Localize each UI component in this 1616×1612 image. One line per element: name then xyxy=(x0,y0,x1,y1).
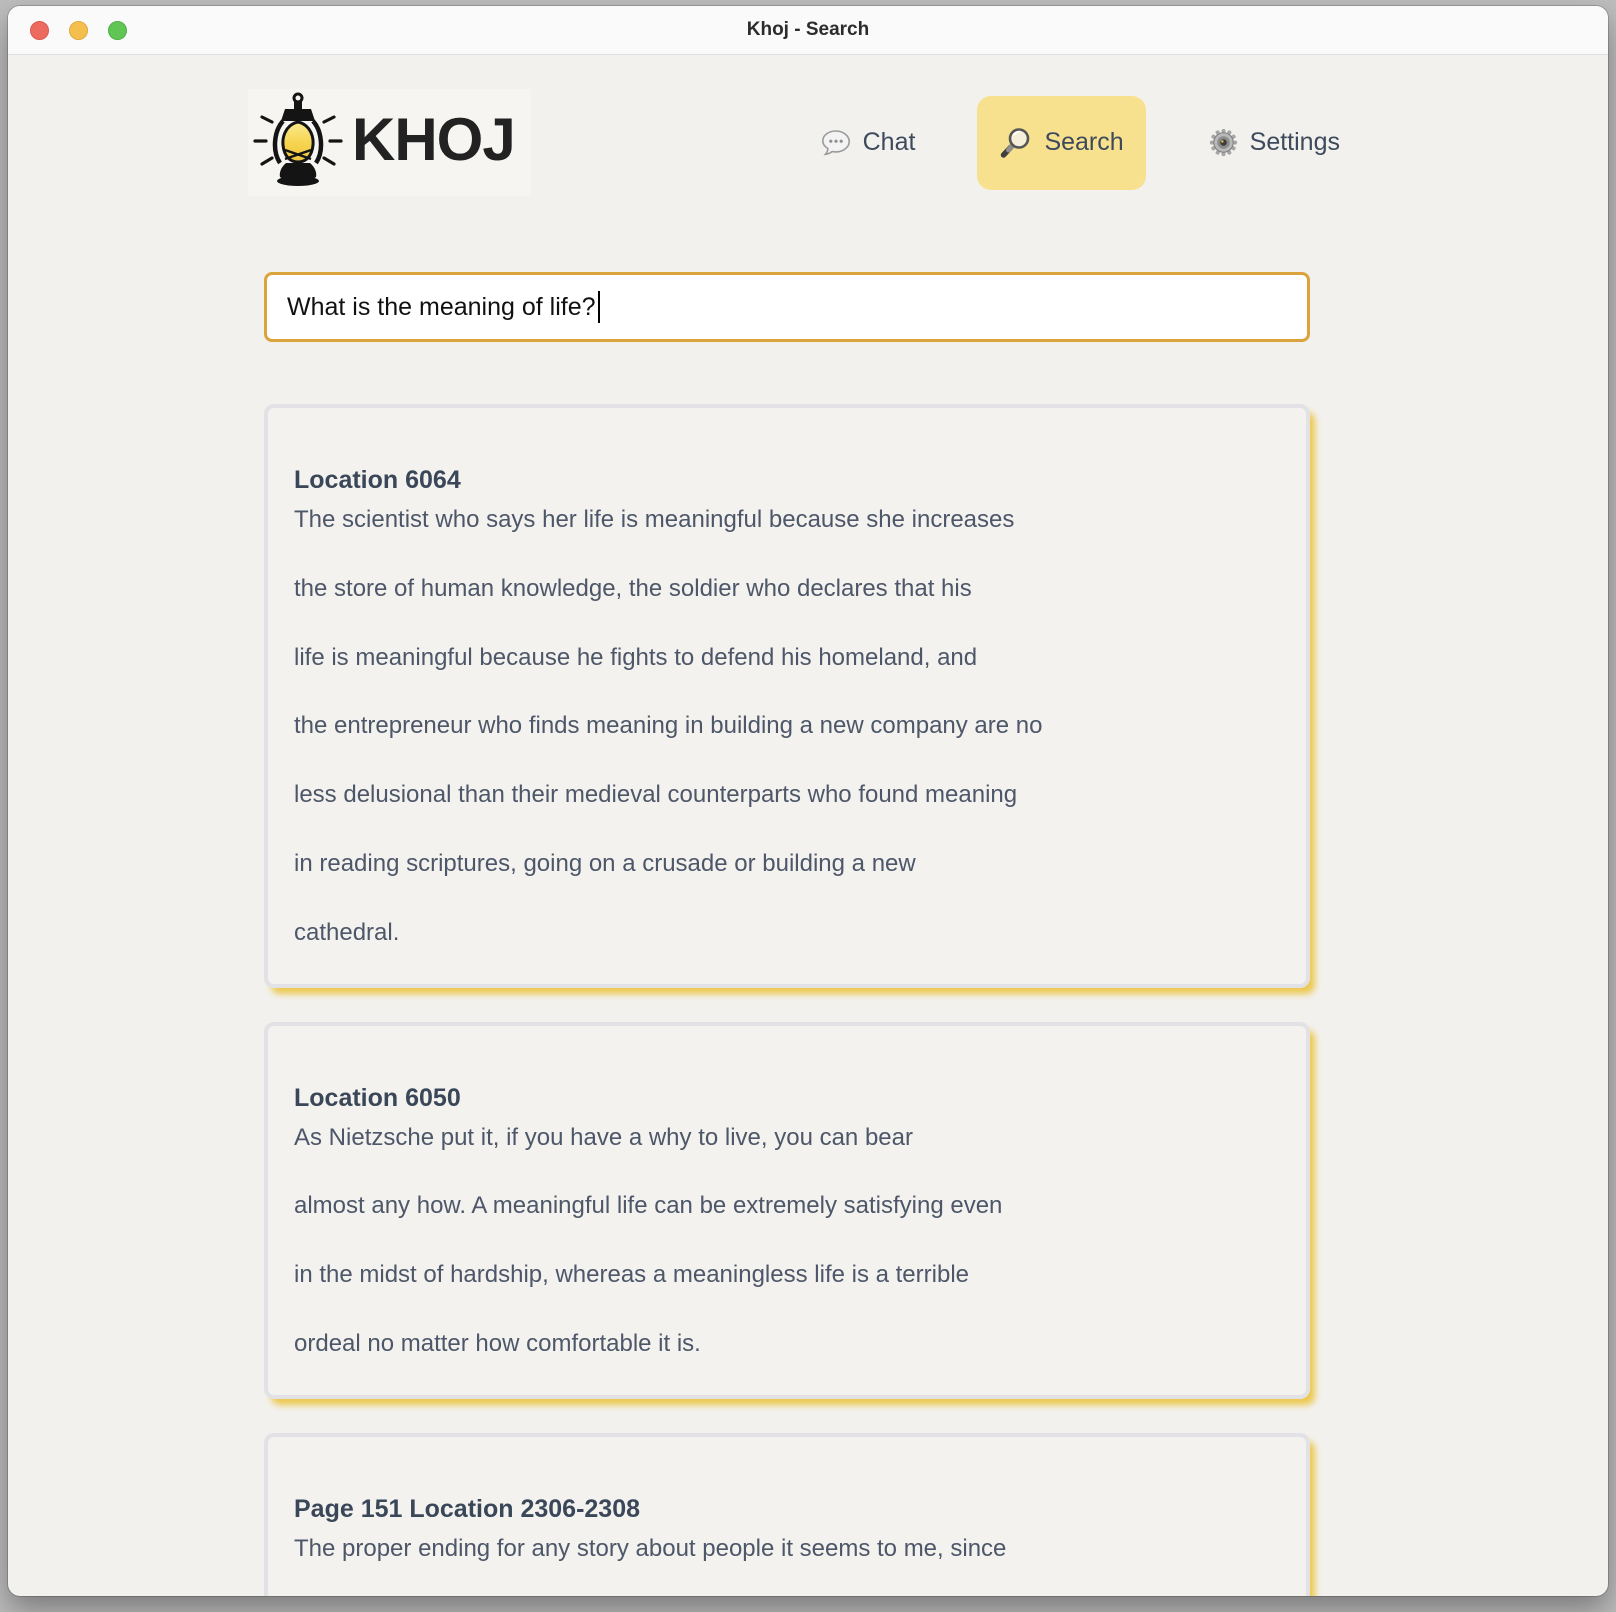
window-controls xyxy=(30,6,127,54)
close-button[interactable] xyxy=(30,20,49,40)
chat-icon xyxy=(820,127,852,159)
result-location-title: Location 6064 xyxy=(294,466,461,494)
result-location-title: Location 6050 xyxy=(294,1083,461,1112)
nav-item-search[interactable]: Search xyxy=(977,95,1146,190)
result-line: ordeal no matter how comfortable it is. xyxy=(294,1329,701,1357)
app-window: Khoj - Search xyxy=(8,6,1608,1596)
window-title: Khoj - Search xyxy=(746,19,870,40)
search-input-value: What is the meaning of life? xyxy=(287,292,596,321)
main-nav: Chat Search xyxy=(820,95,1340,190)
result-line: in the midst of hardship, whereas a mean… xyxy=(294,1261,969,1289)
result-line: As Nietzsche put it, if you have a why t… xyxy=(294,1123,913,1151)
nav-label-chat: Chat xyxy=(862,128,916,156)
result-card: Location 6064 The scientist who says her… xyxy=(264,404,1310,988)
result-location-title: Page 151 Location 2306-2308 xyxy=(294,1494,641,1523)
result-line: less delusional than their medieval coun… xyxy=(294,781,1018,809)
nav-label-settings: Settings xyxy=(1249,128,1340,156)
search-input[interactable]: What is the meaning of life? xyxy=(264,272,1310,342)
settings-icon xyxy=(1208,127,1239,158)
khoj-logo: KHOJ xyxy=(248,89,531,196)
result-card: Location 6050 As Nietzsche put it, if yo… xyxy=(264,1021,1310,1399)
search-results: Location 6064 The scientist who says her… xyxy=(264,404,1310,1596)
result-line: cathedral. xyxy=(294,918,400,946)
nav-item-chat[interactable]: Chat xyxy=(820,127,916,159)
nav-item-settings[interactable]: Settings xyxy=(1208,127,1340,158)
search-icon xyxy=(999,126,1033,160)
zoom-button[interactable] xyxy=(108,20,127,40)
result-card: Page 151 Location 2306-2308 The proper e… xyxy=(264,1432,1310,1596)
page-content: KHOJ Chat xyxy=(8,55,1608,1596)
result-line: life is meaningful because he fights to … xyxy=(294,643,978,671)
text-caret xyxy=(597,291,600,323)
result-line: the store of human knowledge, the soldie… xyxy=(294,574,972,602)
result-line: The proper ending for any story about pe… xyxy=(294,1534,1007,1562)
nav-label-search: Search xyxy=(1044,128,1124,156)
app-header: KHOJ Chat xyxy=(248,89,1340,196)
result-line: The scientist who says her life is meani… xyxy=(294,506,1015,533)
result-line: the entrepreneur who finds meaning in bu… xyxy=(294,712,1043,740)
lantern-icon xyxy=(252,91,344,194)
result-line: in reading scriptures, going on a crusad… xyxy=(294,849,916,877)
titlebar: Khoj - Search xyxy=(8,6,1608,55)
brand-wordmark: KHOJ xyxy=(352,105,516,173)
result-line: almost any how. A meaningful life can be… xyxy=(294,1192,1003,1220)
minimize-button[interactable] xyxy=(69,20,88,40)
